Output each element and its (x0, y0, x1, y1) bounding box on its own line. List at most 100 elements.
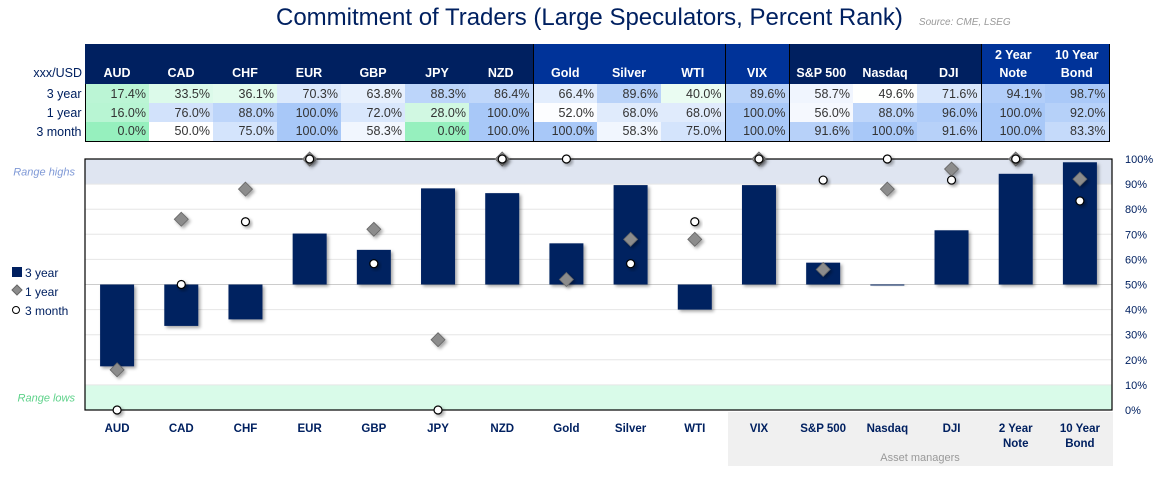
diamond-1-year (109, 362, 125, 378)
y-tick-label: 30% (1125, 330, 1147, 342)
x-tick-label: Silver (615, 423, 647, 435)
table-row: 3 year 17.4% 33.5% 36.1% 70.3% 63.8% 88.3% 86.4… (7, 84, 1110, 103)
column-header: DJI (917, 44, 982, 84)
y-tick-label: 80% (1125, 204, 1147, 216)
plot-border (84, 158, 1113, 411)
column-header: VIX (725, 44, 790, 84)
table-cell: 66.4% (533, 84, 597, 103)
column-header: EUR (277, 44, 341, 84)
table-cell: 88.3% (405, 84, 469, 103)
column-header: JPY (405, 44, 469, 84)
diamond-1-year (687, 231, 703, 247)
table-cell: 33.5% (149, 84, 213, 103)
table-cell: 75.0% (213, 122, 277, 142)
table-cell: 83.3% (1045, 122, 1110, 142)
diamond-1-year (558, 271, 574, 288)
table-cell: 92.0% (1045, 103, 1110, 122)
bar-3-year (164, 284, 199, 326)
circle-3-month (818, 175, 828, 185)
table-cell: 89.6% (597, 84, 661, 103)
table-cell: 89.6% (725, 84, 790, 103)
table-cell: 0.0% (84, 122, 149, 142)
asset-managers-label: Asset managers (880, 452, 960, 464)
table-cell: 96.0% (917, 103, 982, 122)
source-note: Source: CME, LSEG (918, 17, 1011, 28)
column-header: WTI (661, 44, 726, 84)
bar-3-year (870, 284, 905, 286)
circle-3-month (369, 259, 379, 269)
diamond-1-year (1072, 171, 1088, 187)
table-cell: 91.6% (789, 122, 853, 142)
title-bar: Commitment of Traders (Large Speculators… (276, 4, 1011, 32)
circle-3-month (176, 279, 186, 290)
column-header: 10 Year Bond (1045, 44, 1110, 84)
x-tick-label: DJI (943, 423, 961, 435)
y-tick-label: 90% (1125, 179, 1147, 191)
table-cell: 100.0% (725, 122, 790, 142)
x-tick-label: 2 Year Note (999, 423, 1033, 450)
circle-3-month (754, 154, 764, 164)
table-cell: 17.4% (84, 84, 149, 103)
bar-3-year (292, 233, 327, 285)
table-cell: 70.3% (277, 84, 341, 103)
table-cell: 36.1% (213, 84, 277, 103)
table-cell: 91.6% (917, 122, 982, 142)
circle-3-month (946, 175, 957, 185)
range-lows-label: Range lows (18, 392, 76, 404)
circle-3-month (112, 405, 122, 415)
x-tick-label: Nasdaq (867, 423, 909, 435)
column-header: Nasdaq (853, 44, 917, 84)
row-label: 3 month (36, 124, 82, 139)
circle-3-month (497, 154, 507, 164)
table-cell: 100.0% (533, 122, 597, 142)
x-tick-label: S&P 500 (800, 423, 846, 435)
circle-3-month (1011, 154, 1021, 164)
diamond-1-year (879, 181, 895, 197)
table-cell: 68.0% (597, 103, 661, 122)
x-tick-label: Gold (553, 423, 579, 435)
circle-3-month (1075, 196, 1085, 206)
legend-3-month: 3 month (25, 304, 68, 318)
column-header: CAD (149, 44, 213, 84)
bar-3-year (485, 193, 520, 285)
y-tick-label: 60% (1125, 254, 1147, 266)
table-cell: 100.0% (469, 103, 534, 122)
table-cell: 88.0% (853, 103, 917, 122)
range-low-band (85, 384, 1112, 410)
table-cell: 49.6% (853, 84, 917, 103)
column-header: S&P 500 (789, 44, 853, 84)
table-cell: 63.8% (341, 84, 405, 103)
legend-1-year: 1 year (25, 285, 58, 299)
y-tick-label: 100% (1125, 154, 1153, 166)
table-cell: 100.0% (853, 122, 917, 142)
diamond-1-year (237, 181, 254, 197)
table-corner-label: xxx/USD (7, 44, 85, 84)
circle-3-month (625, 259, 636, 269)
x-tick-label: WTI (684, 423, 705, 435)
y-tick-label: 10% (1125, 380, 1147, 392)
row-label: 1 year (46, 105, 82, 120)
x-tick-label: CHF (234, 423, 258, 435)
column-header: GBP (341, 44, 405, 84)
legend-3-year: 3 year (25, 266, 58, 280)
bar-3-year (677, 284, 712, 310)
bar-3-year (741, 185, 776, 285)
column-header: CHF (213, 44, 277, 84)
range-highs-label: Range highs (13, 167, 75, 179)
bar-3-year (998, 173, 1033, 285)
table-cell: 16.0% (84, 103, 149, 122)
legend-3-year-icon (12, 267, 22, 277)
diamond-1-year (430, 332, 446, 348)
table-cell: 94.1% (981, 84, 1045, 103)
x-tick-label: VIX (750, 423, 769, 435)
column-header: AUD (85, 44, 149, 84)
table-cell: 86.4% (469, 84, 534, 103)
circle-3-month (433, 405, 443, 415)
table-cell: 58.3% (341, 122, 405, 142)
bar-3-year (934, 230, 969, 285)
table-row: 3 month 0.0% 50.0% 75.0% 100.0% 58.3% 0.0% 100.… (7, 122, 1110, 142)
circle-3-month (240, 217, 251, 227)
table-cell: 56.0% (789, 103, 853, 122)
column-header: 2 Year Note (981, 44, 1045, 84)
diamond-1-year (366, 221, 382, 237)
